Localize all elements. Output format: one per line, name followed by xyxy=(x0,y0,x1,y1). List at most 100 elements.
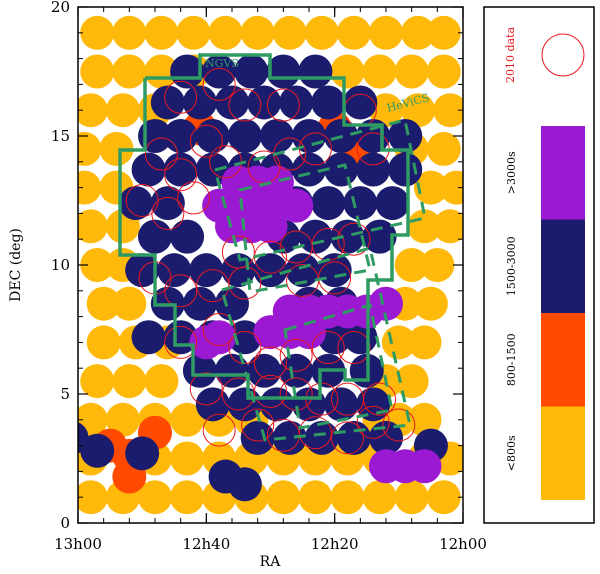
pointing-1500-3000-29 xyxy=(388,152,423,187)
pointing-1500-3000-61 xyxy=(215,353,249,388)
ngvs-outline xyxy=(118,53,410,400)
pointing-3000s-18 xyxy=(292,315,326,350)
pointing-1500-3000-54 xyxy=(131,320,166,355)
pointing-1500-3000-57 xyxy=(227,320,262,355)
pointing-1500-3000-47 xyxy=(285,253,320,288)
pointing-800s-18 xyxy=(394,54,429,89)
pointing-1500-3000-3 xyxy=(266,54,301,89)
ring-2010-3 xyxy=(266,88,300,122)
ring-2010-34 xyxy=(189,372,223,406)
ring-2010-31 xyxy=(279,338,313,372)
pointing-800s-79 xyxy=(170,480,205,515)
pointing-800s-24 xyxy=(401,93,436,128)
ring-2010-22 xyxy=(164,274,198,308)
pointing-800s-83 xyxy=(298,480,333,515)
legend-panel: 2010 data >3000s 1500-3000 800-1500 <800s xyxy=(483,6,595,524)
annotation-ngvs: NGVS xyxy=(205,57,239,70)
pointing-800s-10 xyxy=(401,15,436,50)
pointing-1500-3000-48 xyxy=(317,253,352,288)
pointing-800s-55 xyxy=(394,364,429,399)
pointing-1500-3000-6 xyxy=(182,85,217,120)
pointing-800s-14 xyxy=(144,54,179,89)
pointing-800s-21 xyxy=(105,93,140,128)
pointing-800s-32 xyxy=(413,170,448,205)
legend-color-bands: >3000s 1500-3000 800-1500 <800s xyxy=(505,126,585,500)
pointing-1500-3000-4 xyxy=(298,54,333,89)
pointing-1500-3000-14 xyxy=(195,119,230,153)
y-axis-title: DEC (deg) xyxy=(8,228,24,302)
pointing-1500-3000-9 xyxy=(279,85,314,120)
ring-2010-47 xyxy=(331,421,364,455)
ring-2010-2 xyxy=(228,88,262,122)
legend-2010-label: 2010 data xyxy=(504,27,517,84)
pointing-800s-5 xyxy=(240,15,275,50)
ring-2010-40 xyxy=(363,382,397,416)
pointing-800s-45 xyxy=(413,286,448,321)
plot-area: NGVS HeViCS xyxy=(77,6,464,524)
pointing-1500-3000-50 xyxy=(182,286,217,321)
y-tick-label: 10 xyxy=(51,256,70,274)
pointing-3000s-21 xyxy=(369,286,403,321)
hevics-box-southcentral xyxy=(283,303,394,430)
ring-2010-14 xyxy=(151,196,185,230)
pointing-800s-9 xyxy=(369,15,403,50)
pointing-800s-7 xyxy=(304,15,339,50)
pointing-1500-3000-33 xyxy=(311,186,346,221)
pointing-800s-85 xyxy=(362,480,397,515)
pointing-1500-3000-0 xyxy=(170,54,205,89)
pointing-3000s-20 xyxy=(189,325,224,360)
pointing-1500-3000-78 xyxy=(80,433,115,468)
pointing-800s-86 xyxy=(394,480,429,515)
pointing-1500-3000-42 xyxy=(125,253,160,288)
pointing-800s-36 xyxy=(407,209,442,244)
x-axis: 13h00 12h40 12h20 12h00 xyxy=(54,7,487,553)
pointing-800s-19 xyxy=(426,54,461,89)
pointing-800s-34 xyxy=(78,209,108,244)
pointing-1500-3000-35 xyxy=(375,186,410,221)
pointing-800s-87 xyxy=(426,480,461,515)
pointing-800s-41 xyxy=(420,248,455,282)
pointing-1500-3000-68 xyxy=(259,387,294,422)
data-markers xyxy=(78,15,463,515)
pointing-800s-50 xyxy=(407,325,442,360)
ring-2010-46 xyxy=(298,416,332,450)
pointing-1500-3000-37 xyxy=(170,219,205,254)
pointing-800s-37 xyxy=(433,209,463,244)
pointing-1500-3000-63 xyxy=(279,353,314,388)
hevics-box-central xyxy=(238,163,372,294)
pointing-800s-23 xyxy=(369,93,403,128)
pointing-1500-3000-46 xyxy=(253,253,288,288)
pointing-1500-3000-7 xyxy=(215,85,249,120)
hevics-box-north xyxy=(213,118,427,262)
pointing-1500-3000-22 xyxy=(163,152,198,187)
legend-band-1 xyxy=(541,219,585,313)
x-tick-label: 13h00 xyxy=(54,535,102,553)
pointing-1500-3000-70 xyxy=(324,387,359,422)
x-axis-title: RA xyxy=(260,554,282,570)
pointing-1500-3000-60 xyxy=(182,353,217,388)
pointing-1500-3000-74 xyxy=(304,420,339,455)
pointing-800s-6 xyxy=(272,15,307,50)
pointing-800s-43 xyxy=(112,286,147,321)
pointing-800s-3 xyxy=(176,15,211,50)
pointing-800s-33 xyxy=(439,170,463,205)
pointing-1500-3000-5 xyxy=(150,85,185,120)
pointing-800s-11 xyxy=(426,15,461,50)
pointing-800s-29 xyxy=(426,131,461,166)
ring-2010-33 xyxy=(337,331,371,365)
pointing-1500-3000-58 xyxy=(317,320,352,355)
pointing-800s-25 xyxy=(433,93,463,128)
pointing-1500-3000-31 xyxy=(150,186,185,221)
pointing-1500-3000-41 xyxy=(362,219,397,254)
pointing-800s-42 xyxy=(86,286,121,321)
ring-2010-42 xyxy=(382,408,416,442)
legend-2010-marker xyxy=(541,33,585,77)
pointing-800s-26 xyxy=(78,131,102,166)
ring-2010-44 xyxy=(241,408,275,442)
x-tick-label: 12h40 xyxy=(182,535,230,553)
pointing-800s-30 xyxy=(78,170,102,205)
pointing-1500-3000-34 xyxy=(343,186,378,221)
pointing-1500-3000-10 xyxy=(311,85,346,120)
pointing-1500-3000-1 xyxy=(202,54,237,89)
